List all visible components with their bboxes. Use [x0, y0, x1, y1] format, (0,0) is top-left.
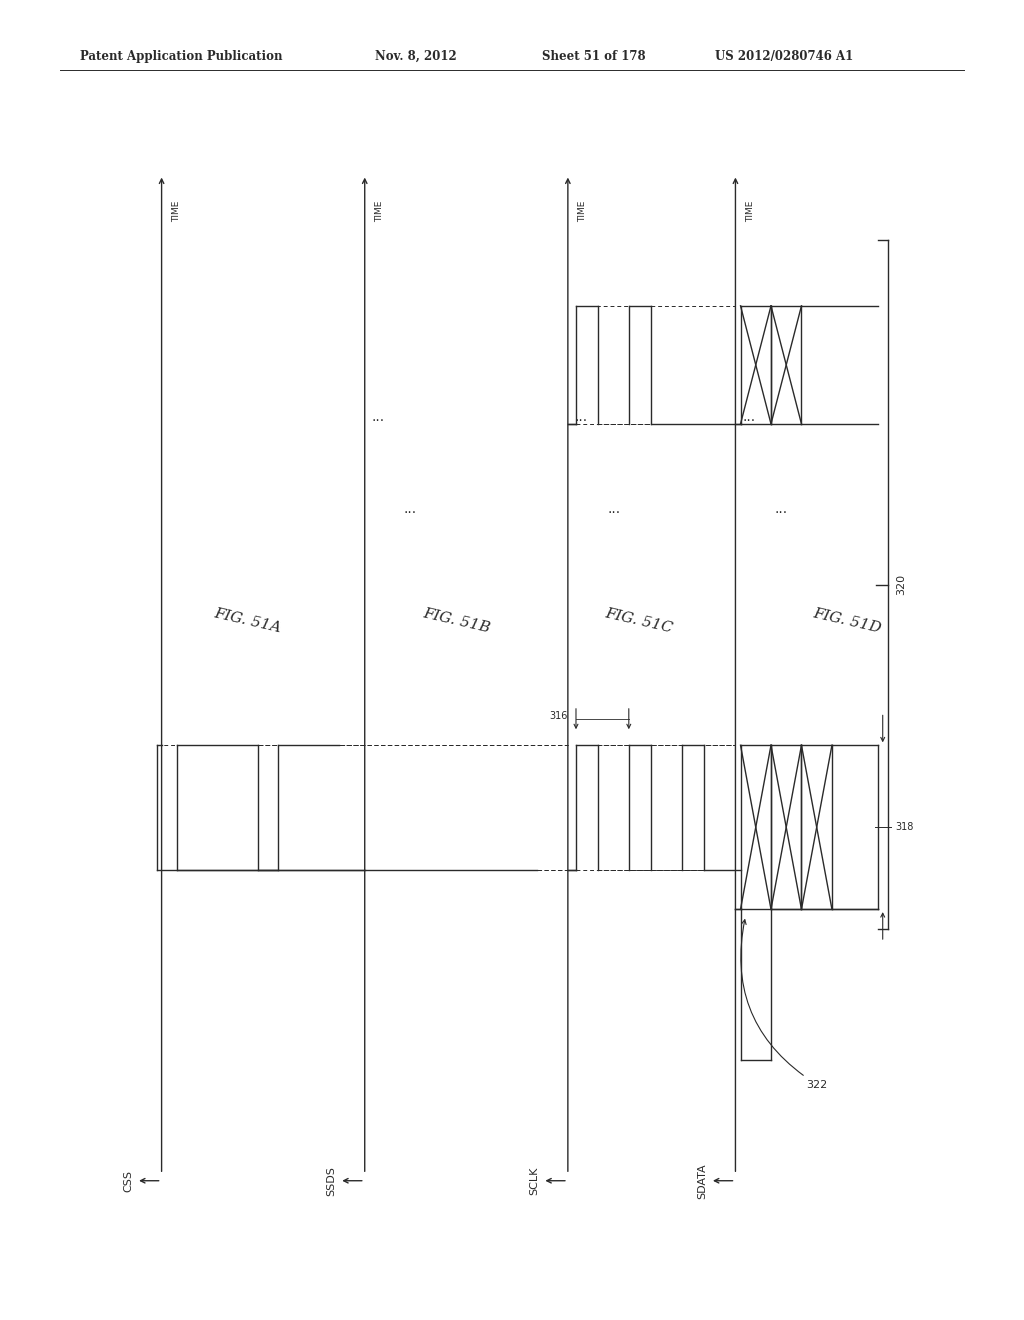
- Text: 318: 318: [895, 822, 913, 832]
- Text: Patent Application Publication: Patent Application Publication: [80, 50, 283, 63]
- Text: ...: ...: [607, 502, 621, 516]
- Text: FIG. 51B: FIG. 51B: [421, 606, 492, 635]
- Text: Nov. 8, 2012: Nov. 8, 2012: [375, 50, 457, 63]
- Text: ...: ...: [403, 502, 417, 516]
- Text: FIG. 51C: FIG. 51C: [604, 606, 674, 635]
- Text: Sheet 51 of 178: Sheet 51 of 178: [543, 50, 646, 63]
- Text: SCLK: SCLK: [529, 1167, 540, 1195]
- Text: TIME: TIME: [375, 201, 384, 222]
- Text: 320: 320: [896, 574, 906, 595]
- Text: SDATA: SDATA: [697, 1163, 707, 1199]
- Text: ...: ...: [774, 502, 787, 516]
- Text: ...: ...: [742, 411, 756, 424]
- Text: 316: 316: [550, 711, 568, 722]
- Text: 322: 322: [740, 920, 827, 1090]
- Text: ...: ...: [372, 411, 384, 424]
- Text: ...: ...: [574, 411, 588, 424]
- Text: FIG. 51D: FIG. 51D: [812, 606, 883, 635]
- Text: US 2012/0280746 A1: US 2012/0280746 A1: [715, 50, 853, 63]
- Text: CSS: CSS: [123, 1170, 133, 1192]
- Text: FIG. 51A: FIG. 51A: [213, 606, 283, 635]
- Text: TIME: TIME: [745, 201, 755, 222]
- Text: SSDS: SSDS: [327, 1166, 336, 1196]
- Text: TIME: TIME: [578, 201, 587, 222]
- Text: TIME: TIME: [172, 201, 181, 222]
